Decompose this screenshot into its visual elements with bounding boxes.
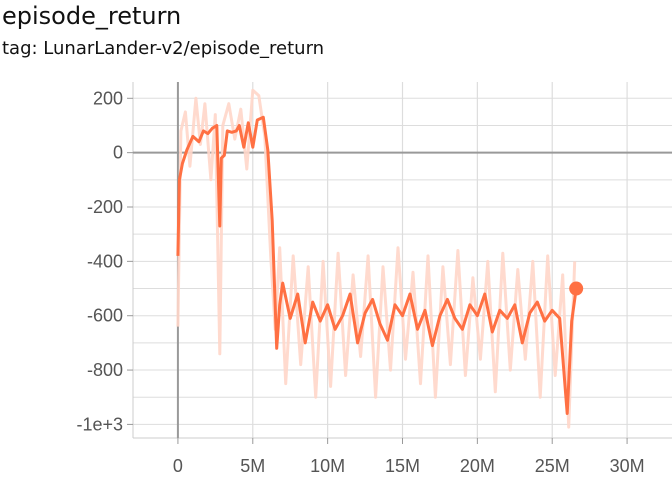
series-line-smoothed [176, 115, 578, 415]
series-line-raw [176, 88, 577, 429]
y-tick-label: -200 [87, 197, 123, 217]
series-layer [176, 88, 584, 429]
x-tick-label: 15M [385, 456, 420, 476]
x-tick-label: 25M [535, 456, 570, 476]
y-tick-label: -1e+3 [76, 414, 123, 434]
x-tick-label: 10M [310, 456, 345, 476]
y-tick-label: 200 [93, 88, 123, 108]
chart-subtitle: tag: LunarLander-v2/episode_return [2, 38, 325, 59]
x-tick-label: 5M [240, 456, 265, 476]
x-tick-label: 0 [173, 456, 183, 476]
x-tick-label: 20M [460, 456, 495, 476]
y-tick-label: -800 [87, 360, 123, 380]
y-tick-label: -400 [87, 251, 123, 271]
y-tick-label: -600 [87, 306, 123, 326]
last-point-marker [569, 281, 584, 296]
y-tick-label: 0 [113, 143, 123, 163]
tick-label-layer: 200 0 -200 -400 -600 -800 -1e+3 0 5M 10M 15M 20M 25M… [76, 88, 644, 476]
x-tick-label: 30M [610, 456, 645, 476]
chart-title: episode_return [2, 2, 182, 30]
